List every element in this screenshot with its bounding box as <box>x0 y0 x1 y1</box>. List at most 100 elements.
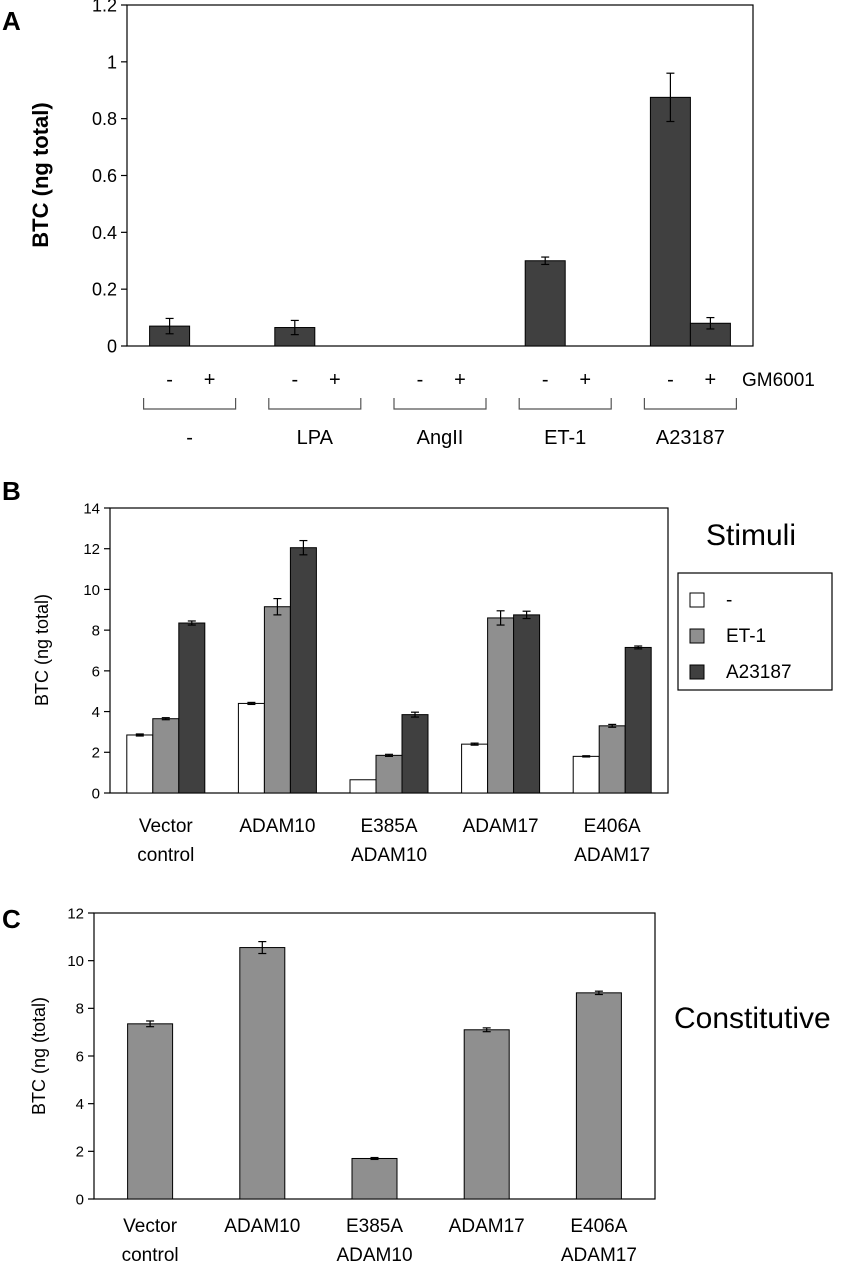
chart-b-side-title: Stimuli <box>706 519 796 552</box>
chart-a-group-label: AngII <box>417 427 464 449</box>
chart-a-group-bracket <box>643 398 737 410</box>
chart-a-y-axis-title: BTC (ng total) <box>28 102 53 247</box>
chart-b-legend-label: - <box>726 590 732 611</box>
chart-a-y-tick-label: 1.2 <box>92 0 117 15</box>
chart-b-bar-2 <box>487 617 515 794</box>
chart-a-y-tick-label: 0 <box>107 336 117 356</box>
chart-b-category-label: ADAM17 <box>463 816 539 837</box>
chart-c-y-tick-label: 2 <box>76 1144 84 1161</box>
panel-a-label: A <box>2 6 21 36</box>
chart-b-bar-2 <box>598 725 626 794</box>
chart-a-group-bracket <box>393 398 487 410</box>
chart-b-legend-label: A23187 <box>726 662 792 683</box>
chart-c-bar <box>351 1157 398 1200</box>
chart-a-treatment-sign: - <box>667 369 674 391</box>
chart-b-legend: - ET-1 A23187 <box>689 590 792 683</box>
chart-b-legend-swatch <box>689 664 705 680</box>
chart-c-category-label: ADAM17 <box>449 1216 525 1237</box>
chart-c-x-labels: Vector control ADAM10 E385A ADAM10 ADAM17 E406… <box>122 1216 637 1266</box>
chart-c-y-tick-label: 0 <box>76 1191 84 1208</box>
chart-c-side-title: Constitutive <box>674 1002 831 1035</box>
chart-a-treatment-sign: - <box>542 369 549 391</box>
chart-b-bar-3 <box>624 646 652 794</box>
chart-b-category-label: E406A <box>584 816 641 837</box>
chart-a-group-label: LPA <box>297 427 334 449</box>
chart-a-y-tick-label: 0.4 <box>92 223 117 243</box>
chart-c-plot-area <box>93 912 656 1200</box>
chart-a-y-tick-label: 1 <box>107 52 117 72</box>
chart-b-category-label: Vector <box>139 816 194 837</box>
chart-b-y-tick-label: 14 <box>83 500 100 517</box>
chart-b-bar-2 <box>375 754 403 794</box>
chart-a-treatment-sign: + <box>705 369 717 391</box>
chart-b-y-tick-label: 4 <box>92 704 100 721</box>
chart-a-y-ticks: 0 0.2 0.4 0.6 0.8 1 1.2 <box>92 0 127 356</box>
chart-c-bars <box>127 940 622 1200</box>
chart-b-y-tick-label: 8 <box>92 623 100 640</box>
chart-b-bar-3 <box>178 622 206 794</box>
chart-b-category-label: ADAM10 <box>351 845 427 866</box>
chart-b-category-label: ADAM10 <box>239 816 315 837</box>
chart-b-bar-1 <box>237 702 265 794</box>
chart-b-bars <box>126 539 652 794</box>
panel-c-label: C <box>2 904 21 934</box>
chart-c-y-tick-label: 10 <box>67 953 84 970</box>
chart-b-category-label: ADAM17 <box>574 845 650 866</box>
chart-c-category-label: ADAM10 <box>336 1245 412 1266</box>
chart-a-bar <box>649 96 691 347</box>
chart-a-y-tick-label: 0.2 <box>92 280 117 300</box>
chart-a-bar <box>524 260 566 347</box>
chart-c: BTC (ng (total) Constitutive 0 2 4 6 8 10 12 V… <box>29 905 831 1266</box>
chart-c-y-tick-label: 4 <box>76 1096 84 1113</box>
chart-a-y-tick-label: 0.6 <box>92 166 117 186</box>
chart-b-bar-3 <box>289 547 317 794</box>
panel-b-label: B <box>2 476 21 506</box>
chart-c-y-tick-label: 8 <box>76 1001 84 1018</box>
chart-c-bar <box>239 947 286 1200</box>
chart-b-y-tick-label: 6 <box>92 663 100 680</box>
chart-a-group-bracket <box>518 398 612 410</box>
chart-b-bar-1 <box>349 779 377 794</box>
chart-b-x-labels: Vector control ADAM10 E385A ADAM10 ADAM17 E406… <box>137 816 650 866</box>
chart-a-treatment-sign: - <box>417 369 424 391</box>
chart-c-y-tick-label: 6 <box>76 1048 84 1065</box>
chart-b-y-axis-title: BTC (ng total) <box>32 594 52 706</box>
chart-a-bars <box>149 72 731 347</box>
chart-a-group-label: A23187 <box>656 427 725 449</box>
chart-b-bar-1 <box>461 743 489 794</box>
chart-a-treatment-label: GM6001 <box>742 370 815 391</box>
chart-a-treatment-sign: + <box>329 369 341 391</box>
chart-c-category-label: ADAM10 <box>224 1216 300 1237</box>
chart-b-bar-1 <box>126 734 154 794</box>
chart-b-bar-3 <box>401 714 429 794</box>
chart-a-y-tick-label: 0.8 <box>92 109 117 129</box>
chart-a-treatment-sign: - <box>291 369 298 391</box>
chart-b-legend-swatch <box>689 592 705 608</box>
chart-c-y-tick-label: 12 <box>67 905 84 922</box>
chart-b-y-tick-label: 0 <box>92 785 100 802</box>
chart-a-group-bracket <box>268 398 362 410</box>
chart-b-legend-swatch <box>689 628 705 644</box>
chart-a-x-labels: - + - - + LPA - + AngII - + ET-1 - + A23187 <box>143 369 737 449</box>
chart-c-category-label: Vector <box>123 1216 178 1237</box>
chart-b-y-tick-label: 2 <box>92 745 100 762</box>
chart-c-category-label: control <box>122 1245 179 1266</box>
chart-b-bar-2 <box>152 718 180 794</box>
chart-a-group-label: - <box>186 427 193 449</box>
chart-a: BTC (ng total) GM6001 00.20.40.60.811.2 … <box>28 0 815 449</box>
chart-b: BTC (ng total) Stimuli - ET-1 A23187 0 2 4 6 8… <box>32 500 833 866</box>
chart-a-group-bracket <box>143 398 237 410</box>
chart-b-bar-1 <box>572 755 600 794</box>
chart-a-treatment-sign: + <box>454 369 466 391</box>
chart-c-bar <box>575 992 622 1200</box>
chart-c-category-label: ADAM17 <box>561 1245 637 1266</box>
chart-c-bar <box>127 1023 174 1200</box>
chart-a-group-label: ET-1 <box>544 427 586 449</box>
chart-a-treatment-sign: + <box>579 369 591 391</box>
chart-b-y-tick-label: 12 <box>83 541 100 558</box>
chart-b-bar-3 <box>513 614 541 794</box>
chart-b-legend-label: ET-1 <box>726 626 766 647</box>
chart-c-bar <box>463 1029 510 1200</box>
chart-c-y-axis-title: BTC (ng (total) <box>29 997 49 1115</box>
chart-b-category-label: control <box>137 845 194 866</box>
